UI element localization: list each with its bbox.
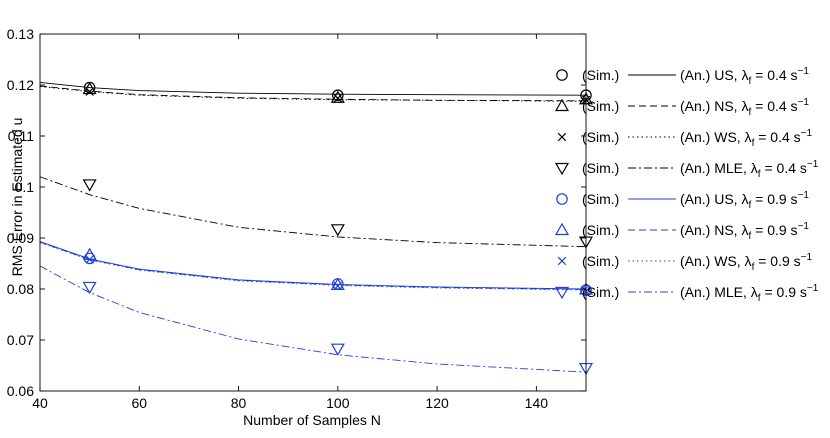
sim-point-mle-04-n100 bbox=[330, 224, 345, 237]
y-tick-label: 0.13 bbox=[7, 26, 34, 42]
sim-point-mle-09-n50 bbox=[82, 281, 97, 295]
legend-entry-ws-04: (Sim.) (An.) WS, λf = 0.4 s−1 bbox=[557, 128, 812, 149]
y-tick-label: 0.1 bbox=[15, 179, 35, 195]
legend-marker bbox=[557, 132, 567, 142]
legend-marker bbox=[556, 69, 568, 81]
legend-marker bbox=[554, 222, 570, 236]
legend-label: (An.) NS, λf = 0.4 s−1 bbox=[680, 97, 809, 118]
sim-point-ws-04-n100 bbox=[333, 94, 343, 103]
x-tick-label: 80 bbox=[231, 395, 247, 411]
x-tick-label: 140 bbox=[525, 395, 549, 411]
plot-area bbox=[40, 81, 594, 376]
y-tick-label: 0.08 bbox=[7, 281, 34, 297]
legend-label: (An.) US, λf = 0.4 s−1 bbox=[680, 66, 809, 87]
legend-entry-ws-09: (Sim.) (An.) WS, λf = 0.9 s−1 bbox=[557, 252, 812, 273]
sim-point-ns-04-n100 bbox=[330, 90, 345, 103]
legend-entry-us-09: (Sim.) (An.) US, λf = 0.9 s−1 bbox=[556, 190, 809, 211]
analytic-curve-mle-09 bbox=[40, 265, 586, 373]
analytic-curve-ns-09 bbox=[40, 241, 586, 290]
legend-marker bbox=[554, 162, 570, 176]
legend-marker bbox=[554, 286, 570, 300]
legend-sim-label: (Sim.) bbox=[582, 253, 619, 269]
sim-point-ns-09-n100 bbox=[330, 277, 345, 291]
y-tick-label: 0.11 bbox=[8, 128, 34, 144]
legend-label: (An.) NS, λf = 0.9 s−1 bbox=[680, 221, 809, 242]
legend-marker bbox=[557, 256, 567, 266]
legend-entry-mle-04: (Sim.) (An.) MLE, λf = 0.4 s−1 bbox=[554, 159, 819, 180]
legend-entry-us-04: (Sim.) (An.) US, λf = 0.4 s−1 bbox=[556, 66, 809, 87]
sim-point-mle-04-n50 bbox=[82, 179, 97, 192]
legend-label: (An.) US, λf = 0.9 s−1 bbox=[680, 190, 809, 211]
analytic-curve-mle-04 bbox=[40, 176, 586, 248]
legend-label: (An.) WS, λf = 0.9 s−1 bbox=[680, 252, 812, 273]
legend-sim-label: (Sim.) bbox=[582, 160, 619, 176]
analytic-curve-ws-09 bbox=[40, 242, 586, 291]
legend-sim-label: (Sim.) bbox=[582, 98, 619, 114]
legend: (Sim.) (An.) US, λf = 0.4 s−1 (Sim.) (An.) … bbox=[554, 66, 819, 304]
x-axis-label: Number of Samples N bbox=[243, 412, 381, 428]
x-tick-label: 120 bbox=[425, 395, 449, 411]
x-tick-label: 100 bbox=[326, 395, 350, 411]
sim-point-ws-09-n100 bbox=[333, 281, 343, 291]
legend-label: (An.) MLE, λf = 0.9 s−1 bbox=[680, 283, 819, 304]
plot-frame bbox=[39, 33, 587, 392]
y-tick-label: 0.06 bbox=[7, 383, 34, 399]
x-tick-label: 40 bbox=[32, 395, 48, 411]
y-tick-label: 0.07 bbox=[7, 332, 34, 348]
legend-sim-label: (Sim.) bbox=[582, 129, 619, 145]
legend-entry-mle-09: (Sim.) (An.) MLE, λf = 0.9 s−1 bbox=[554, 283, 819, 304]
legend-sim-label: (Sim.) bbox=[582, 222, 619, 238]
legend-entry-ns-09: (Sim.) (An.) NS, λf = 0.9 s−1 bbox=[554, 221, 809, 242]
legend-marker bbox=[554, 98, 570, 112]
y-axis-label: RMS Error in Estimated u bbox=[9, 118, 25, 277]
legend-label: (An.) WS, λf = 0.4 s−1 bbox=[680, 128, 812, 149]
sim-point-ws-09-n50 bbox=[85, 255, 94, 264]
analytic-curve-us-04 bbox=[40, 82, 586, 96]
y-tick-label: 0.09 bbox=[7, 230, 34, 246]
axes: Number of Samples N RMS Error in Estimat… bbox=[7, 26, 587, 428]
sim-point-us-04-n100 bbox=[332, 89, 344, 101]
legend-sim-label: (Sim.) bbox=[582, 67, 619, 83]
legend-sim-label: (Sim.) bbox=[582, 284, 619, 300]
legend-entry-ns-04: (Sim.) (An.) NS, λf = 0.4 s−1 bbox=[554, 97, 809, 118]
y-tick-label: 0.12 bbox=[7, 77, 34, 93]
sim-point-mle-09-n100 bbox=[330, 343, 345, 356]
sim-point-ws-04-n50 bbox=[85, 87, 94, 96]
legend-sim-label: (Sim.) bbox=[582, 191, 619, 207]
legend-label: (An.) MLE, λf = 0.4 s−1 bbox=[680, 159, 819, 180]
legend-marker bbox=[556, 193, 568, 205]
x-tick-label: 60 bbox=[131, 395, 147, 411]
